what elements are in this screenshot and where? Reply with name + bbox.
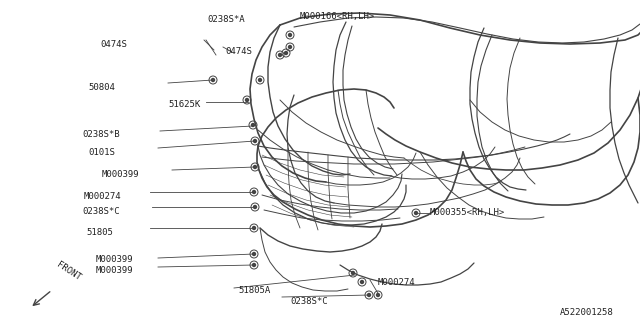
- Circle shape: [289, 45, 291, 49]
- Circle shape: [252, 124, 255, 126]
- Text: 50804: 50804: [88, 83, 115, 92]
- Circle shape: [278, 53, 282, 57]
- Circle shape: [360, 281, 364, 284]
- Circle shape: [253, 252, 255, 255]
- Text: FRONT: FRONT: [55, 260, 83, 282]
- Text: 51625K: 51625K: [168, 100, 200, 109]
- Circle shape: [259, 78, 262, 82]
- Circle shape: [253, 263, 255, 267]
- Circle shape: [253, 190, 255, 194]
- Text: 0474S: 0474S: [225, 47, 252, 56]
- Text: 0101S: 0101S: [88, 148, 115, 157]
- Circle shape: [253, 165, 257, 169]
- Circle shape: [289, 34, 291, 36]
- Circle shape: [285, 52, 287, 54]
- Text: 0238S*B: 0238S*B: [82, 130, 120, 139]
- Circle shape: [351, 271, 355, 275]
- Text: 0238S*C: 0238S*C: [82, 207, 120, 216]
- Circle shape: [415, 212, 417, 214]
- Text: 0238S*A: 0238S*A: [207, 15, 244, 24]
- Circle shape: [367, 293, 371, 297]
- Text: 0238S*C: 0238S*C: [290, 297, 328, 306]
- Text: M000274: M000274: [84, 192, 122, 201]
- Circle shape: [211, 78, 214, 82]
- Circle shape: [253, 227, 255, 229]
- Text: 51805: 51805: [86, 228, 113, 237]
- Text: M000166<RH,LH>: M000166<RH,LH>: [300, 12, 375, 21]
- Text: M000399: M000399: [96, 255, 134, 264]
- Text: M000355<RH,LH>: M000355<RH,LH>: [430, 208, 505, 217]
- Text: M000274: M000274: [378, 278, 415, 287]
- Circle shape: [246, 99, 248, 101]
- Text: A522001258: A522001258: [560, 308, 614, 317]
- Circle shape: [253, 140, 257, 142]
- Text: 51805A: 51805A: [238, 286, 270, 295]
- Text: M000399: M000399: [96, 266, 134, 275]
- Text: M000399: M000399: [102, 170, 140, 179]
- Circle shape: [253, 205, 257, 209]
- Text: 0474S: 0474S: [100, 40, 127, 49]
- Circle shape: [376, 293, 380, 297]
